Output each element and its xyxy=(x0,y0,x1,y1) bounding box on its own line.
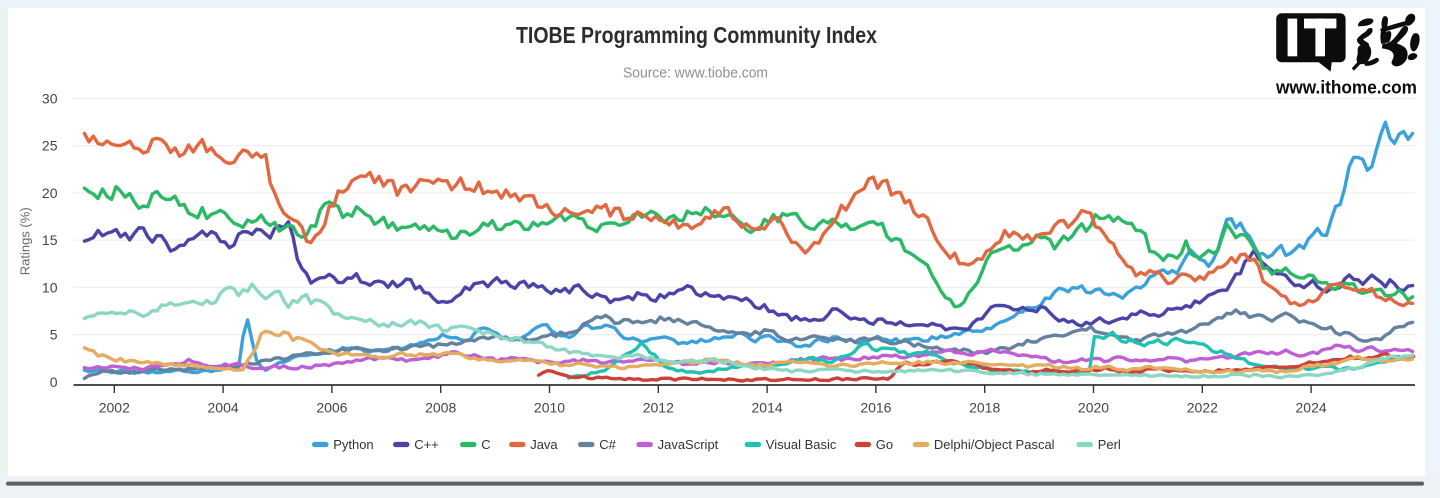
svg-text:2016: 2016 xyxy=(860,400,891,416)
svg-text:2022: 2022 xyxy=(1187,400,1218,416)
svg-text:2014: 2014 xyxy=(752,400,783,416)
svg-text:2004: 2004 xyxy=(208,400,239,416)
svg-text:C++: C++ xyxy=(414,437,439,452)
svg-text:C#: C# xyxy=(599,437,616,452)
svg-text:Python: Python xyxy=(333,437,373,452)
svg-text:JavaScript: JavaScript xyxy=(658,437,719,452)
svg-text:Source: www.tiobe.com: Source: www.tiobe.com xyxy=(623,65,768,82)
svg-text:Delphi/Object Pascal: Delphi/Object Pascal xyxy=(934,437,1055,452)
svg-text:15: 15 xyxy=(42,232,58,248)
svg-text:Ratings (%): Ratings (%) xyxy=(18,207,33,275)
svg-text:2024: 2024 xyxy=(1296,400,1327,416)
svg-text:10: 10 xyxy=(42,279,58,295)
svg-text:2018: 2018 xyxy=(969,400,1000,416)
svg-text:0: 0 xyxy=(50,374,58,390)
svg-text:Perl: Perl xyxy=(1098,437,1121,452)
svg-text:TIOBE Programming Community In: TIOBE Programming Community Index xyxy=(516,22,877,48)
svg-text:25: 25 xyxy=(42,138,58,154)
svg-text:2008: 2008 xyxy=(425,400,456,416)
svg-text:20: 20 xyxy=(42,185,58,201)
svg-text:2002: 2002 xyxy=(99,400,130,416)
svg-text:Visual Basic: Visual Basic xyxy=(766,437,837,452)
svg-text:Java: Java xyxy=(530,437,558,452)
svg-text:5: 5 xyxy=(50,327,58,343)
svg-text:2020: 2020 xyxy=(1078,400,1109,416)
svg-text:www.ithome.com: www.ithome.com xyxy=(1275,78,1417,98)
svg-text:30: 30 xyxy=(42,91,58,107)
svg-text:2012: 2012 xyxy=(643,400,674,416)
svg-text:Go: Go xyxy=(876,437,893,452)
svg-text:2006: 2006 xyxy=(316,400,347,416)
svg-text:2010: 2010 xyxy=(534,400,565,416)
svg-text:C: C xyxy=(481,437,490,452)
